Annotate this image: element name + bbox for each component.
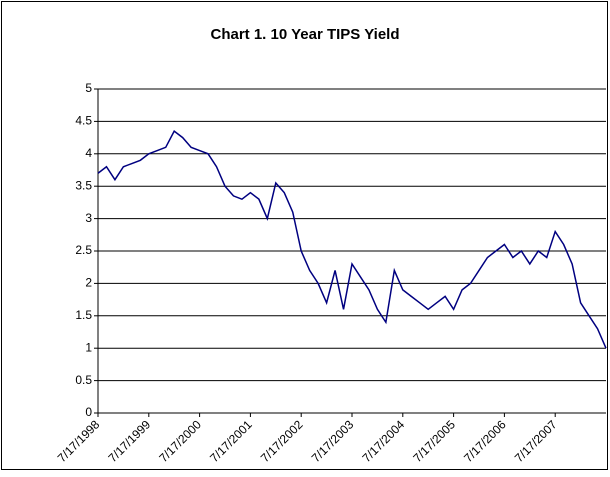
- y-tick-label: 1: [85, 340, 92, 354]
- y-tick-label: 5: [85, 81, 92, 95]
- y-tick-label: 0.5: [75, 373, 92, 387]
- y-tick-label: 3.5: [75, 178, 92, 192]
- line-series: [97, 129, 607, 349]
- y-tick-label: 3: [85, 211, 92, 225]
- y-tick-label: 0: [85, 405, 92, 419]
- y-tick-label: 2.5: [75, 243, 92, 257]
- y-tick-label: 2: [85, 276, 92, 290]
- chart-title: Chart 1. 10 Year TIPS Yield: [211, 26, 400, 43]
- y-tick-label: 4: [85, 146, 92, 160]
- y-tick-label: 1.5: [75, 308, 92, 322]
- chart-border: [1, 1, 608, 470]
- y-tick-label: 4.5: [75, 114, 92, 128]
